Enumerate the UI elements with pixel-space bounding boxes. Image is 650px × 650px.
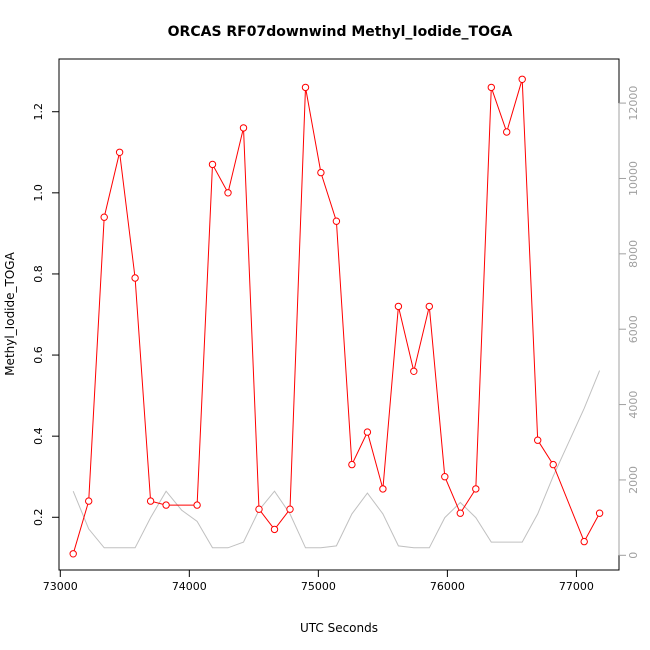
y-axis-label: Methyl_Iodide_TOGA [3, 251, 17, 375]
x-axis-label: UTC Seconds [300, 621, 378, 635]
data-point [425, 302, 433, 311]
y-tick-label: 0.6 [32, 346, 45, 364]
y2-tick-label: 6000 [627, 315, 640, 343]
data-point [549, 460, 557, 469]
data-point [115, 148, 124, 157]
y-tick-label: 0.2 [32, 509, 45, 527]
data-point [363, 428, 372, 436]
data-point [472, 485, 480, 493]
data-point [394, 302, 403, 311]
data-point [286, 505, 294, 513]
data-point [410, 367, 418, 375]
data-point [441, 473, 449, 481]
data-point [162, 501, 170, 509]
x-tick-label: 74000 [172, 580, 207, 593]
y-tick-label: 0.4 [32, 427, 45, 445]
plot-frame [58, 58, 620, 571]
y-tick-label: 0.8 [32, 265, 45, 283]
data-point [317, 168, 325, 177]
x-tick-label: 75000 [301, 580, 336, 593]
data-point [208, 160, 217, 169]
y2-tick-label: 12000 [627, 86, 640, 121]
series-layer [69, 75, 604, 558]
data-point [595, 509, 604, 517]
data-point [487, 83, 495, 92]
data-point [146, 497, 155, 505]
x-tick-label: 76000 [430, 580, 465, 593]
data-point [580, 537, 588, 546]
data-point [239, 124, 248, 132]
data-point [456, 509, 464, 517]
data-point [518, 75, 526, 84]
data-point [100, 213, 108, 221]
y-tick-label: 1.2 [32, 103, 45, 121]
data-point [193, 501, 201, 509]
secondary-series-line [72, 370, 601, 549]
x-tick-label: 73000 [43, 580, 78, 593]
data-point [224, 189, 232, 197]
data-point [69, 550, 77, 558]
data-point [131, 274, 139, 282]
data-point [379, 485, 387, 493]
y2-tick-label: 8000 [627, 240, 640, 268]
methyl-iodide-series-line [72, 79, 601, 554]
data-point [348, 460, 356, 469]
chart-title: ORCAS RF07downwind Methyl_Iodide_TOGA [168, 24, 513, 40]
y2-tick-label: 0 [627, 552, 640, 559]
data-point [332, 217, 341, 225]
data-point [270, 525, 279, 534]
data-point [85, 497, 93, 505]
x-axis: 73000 74000 75000 76000 77000 [43, 569, 594, 593]
y2-tick-label: 4000 [627, 391, 640, 419]
data-point [255, 505, 263, 513]
y2-tick-label: 10000 [627, 161, 640, 196]
data-point [301, 83, 310, 92]
data-point [503, 128, 511, 136]
x-tick-label: 77000 [559, 580, 594, 593]
y-tick-label: 1.0 [32, 184, 45, 202]
y2-axis: 0 2000 4000 6000 8000 10000 12000 [618, 86, 640, 559]
y2-tick-label: 2000 [627, 466, 640, 494]
data-point [534, 436, 542, 444]
y-axis: 0.2 0.4 0.6 0.8 1.0 1.2 [32, 103, 60, 527]
